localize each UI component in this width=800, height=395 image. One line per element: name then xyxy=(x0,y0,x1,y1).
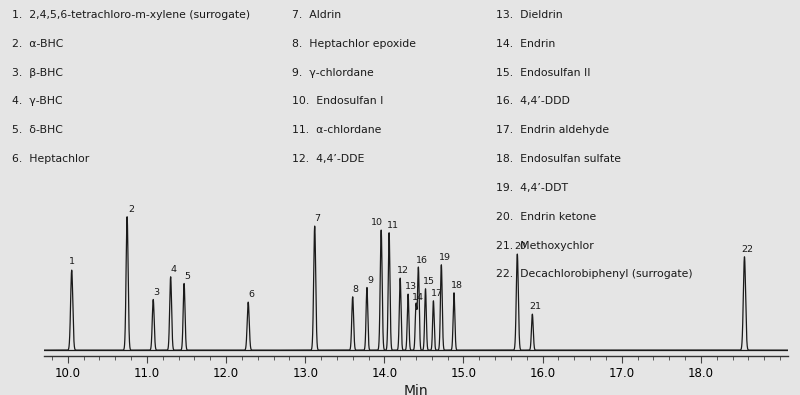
Text: 13: 13 xyxy=(405,282,418,292)
Text: 20: 20 xyxy=(514,243,526,252)
Text: 22: 22 xyxy=(742,245,754,254)
Text: 4: 4 xyxy=(171,265,177,274)
Text: 10.  Endosulfan I: 10. Endosulfan I xyxy=(292,96,383,106)
Text: 8: 8 xyxy=(353,285,359,294)
Text: 12.  4,4’-DDE: 12. 4,4’-DDE xyxy=(292,154,364,164)
Text: 19: 19 xyxy=(438,253,450,262)
X-axis label: Min: Min xyxy=(404,384,428,395)
Text: 2: 2 xyxy=(128,205,134,214)
Text: 12: 12 xyxy=(398,267,410,275)
Text: 6.  Heptachlor: 6. Heptachlor xyxy=(12,154,90,164)
Text: 9.  γ-chlordane: 9. γ-chlordane xyxy=(292,68,374,77)
Text: 6: 6 xyxy=(248,290,254,299)
Text: 20.  Endrin ketone: 20. Endrin ketone xyxy=(496,212,596,222)
Text: 18: 18 xyxy=(451,281,463,290)
Text: 11: 11 xyxy=(387,221,399,230)
Text: 19.  4,4’-DDT: 19. 4,4’-DDT xyxy=(496,183,568,193)
Text: 13.  Dieldrin: 13. Dieldrin xyxy=(496,10,562,20)
Text: 2.  α-BHC: 2. α-BHC xyxy=(12,39,63,49)
Text: 4.  γ-BHC: 4. γ-BHC xyxy=(12,96,62,106)
Text: 16: 16 xyxy=(416,256,428,265)
Text: 11.  α-chlordane: 11. α-chlordane xyxy=(292,125,382,135)
Text: 9: 9 xyxy=(367,276,373,285)
Text: 17.  Endrin aldehyde: 17. Endrin aldehyde xyxy=(496,125,609,135)
Text: 15: 15 xyxy=(422,277,434,286)
Text: 14.  Endrin: 14. Endrin xyxy=(496,39,555,49)
Text: 17: 17 xyxy=(430,289,442,298)
Text: 7: 7 xyxy=(314,214,320,224)
Text: 7.  Aldrin: 7. Aldrin xyxy=(292,10,341,20)
Text: 3.  β-BHC: 3. β-BHC xyxy=(12,68,63,77)
Text: 1.  2,4,5,6-tetrachloro-m-xylene (surrogate): 1. 2,4,5,6-tetrachloro-m-xylene (surroga… xyxy=(12,10,250,20)
Text: 5.  δ-BHC: 5. δ-BHC xyxy=(12,125,63,135)
Text: 14: 14 xyxy=(412,293,424,302)
Text: 21: 21 xyxy=(530,303,542,312)
Text: 22.  Decachlorobiphenyl (surrogate): 22. Decachlorobiphenyl (surrogate) xyxy=(496,269,693,279)
Text: 21.  Methoxychlor: 21. Methoxychlor xyxy=(496,241,594,250)
Text: 5: 5 xyxy=(184,272,190,281)
Text: 16.  4,4’-DDD: 16. 4,4’-DDD xyxy=(496,96,570,106)
Text: 18.  Endosulfan sulfate: 18. Endosulfan sulfate xyxy=(496,154,621,164)
Text: 3: 3 xyxy=(154,288,159,297)
Text: 15.  Endosulfan II: 15. Endosulfan II xyxy=(496,68,590,77)
Text: 1: 1 xyxy=(69,257,74,266)
Text: 8.  Heptachlor epoxide: 8. Heptachlor epoxide xyxy=(292,39,416,49)
Text: 10: 10 xyxy=(370,218,382,228)
